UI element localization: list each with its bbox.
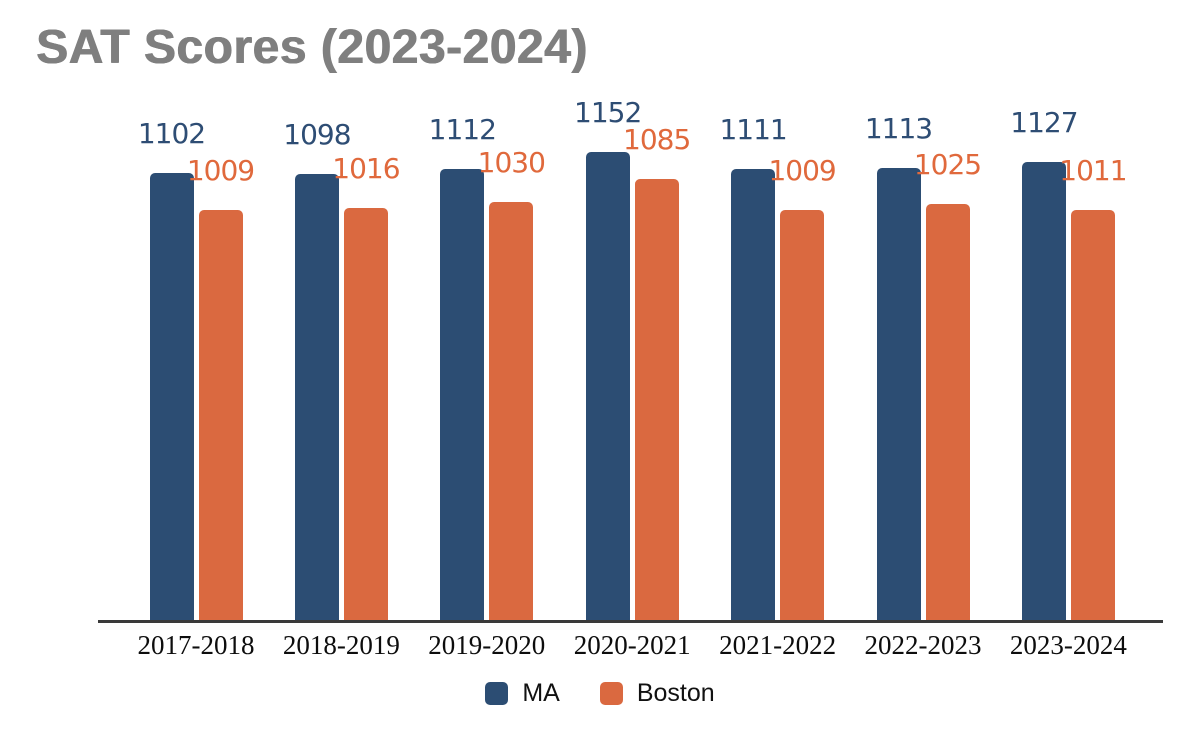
bar-boston [1070,210,1115,620]
data-label-ma: 1152 [574,96,642,129]
legend-swatch-icon [599,682,623,705]
x-axis-line [98,620,1163,623]
legend-item-boston: Boston [599,679,715,708]
chart-title: SAT Scores (2023-2024) [36,21,588,74]
x-axis-label: 2022-2023 [864,630,982,660]
bar-boston [343,208,388,620]
data-label-boston: 1025 [913,148,982,181]
x-axis-label: 2021-2022 [719,630,837,660]
bar-boston [634,179,679,620]
bar-ma [1021,162,1066,620]
bar-ma [149,173,194,620]
data-label-ma: 1113 [864,112,933,145]
legend-label: Boston [636,679,715,707]
data-label-boston: 1009 [768,154,836,187]
legend-label: MA [522,679,560,707]
bar-ma [440,169,485,620]
x-axis-label: 2017-2018 [137,630,255,660]
data-label-boston: 1011 [1059,154,1127,187]
bar-ma [585,152,630,620]
bar-ma [731,169,776,620]
x-axis-label: 2023-2024 [1009,630,1127,660]
legend-item-ma: MA [485,679,560,708]
data-label-ma: 1127 [1010,106,1078,139]
data-label-boston: 1009 [186,154,255,187]
bar-boston [198,210,243,620]
data-label-ma: 1102 [137,117,206,150]
data-label-ma: 1112 [428,113,497,146]
legend: MA Boston [0,679,1200,708]
bar-ma [876,168,921,620]
bar-boston [780,210,825,620]
bar-boston [489,202,534,620]
x-axis-label: 2018-2019 [282,630,400,660]
data-label-boston: 1085 [623,123,691,156]
x-axis-label: 2020-2021 [573,630,691,660]
data-label-boston: 1016 [332,152,400,185]
x-axis-label: 2019-2020 [428,630,546,660]
bar-ma [294,174,339,620]
data-label-ma: 1098 [283,118,351,151]
bar-boston [925,204,970,620]
legend-swatch-icon [485,682,509,705]
data-label-boston: 1030 [477,146,546,179]
data-label-ma: 1111 [719,113,787,146]
